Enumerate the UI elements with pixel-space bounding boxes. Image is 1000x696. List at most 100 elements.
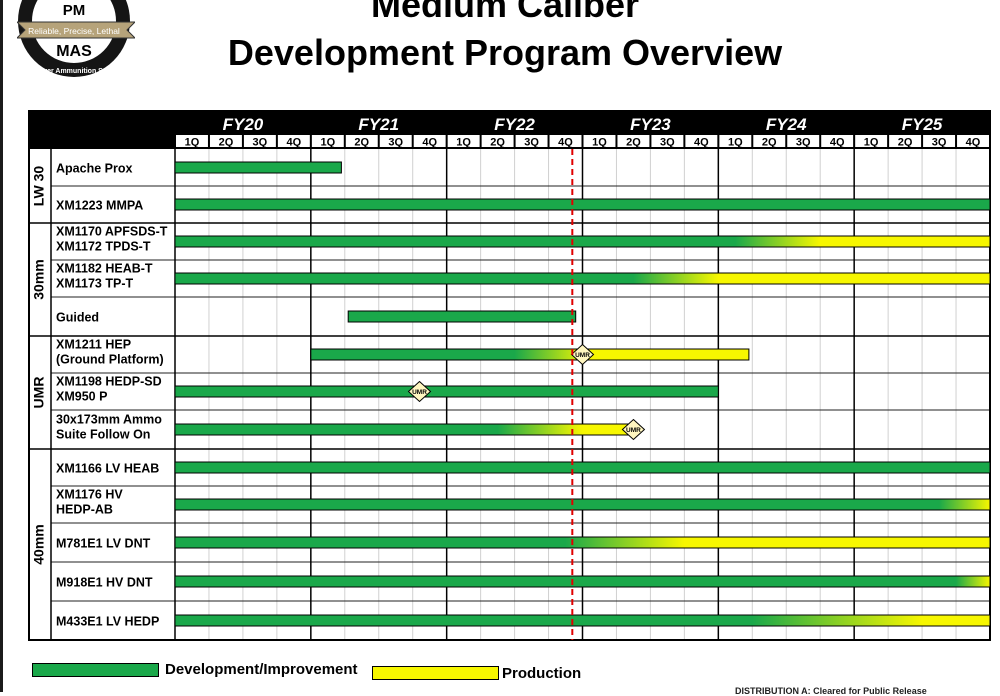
- quarter-label: 2Q: [762, 137, 777, 149]
- row-label: Suite Follow On: [56, 428, 150, 442]
- quarter-label: 3Q: [660, 137, 675, 149]
- program-bar: [174, 575, 991, 588]
- quarter-cell: [651, 135, 684, 147]
- fy-label: FY22: [494, 115, 535, 134]
- title-line-2: Development Program Overview: [227, 32, 783, 73]
- row-label: M781E1 LV DNT: [56, 537, 151, 551]
- quarter-label: 1Q: [185, 137, 200, 149]
- milestone-label: UMR: [575, 352, 590, 359]
- quarter-label: 4Q: [694, 137, 709, 149]
- row-label: XM1211 HEP: [56, 338, 131, 352]
- row-label: M918E1 HV DNT: [56, 576, 153, 590]
- pm-mas-logo: PM Reliable, Precise, Lethal MAS Maneuve…: [17, 0, 135, 77]
- quarter-cell: [243, 135, 276, 147]
- row-label: XM1166 LV HEAB: [56, 462, 159, 476]
- row-label: 30x173mm Ammo: [56, 413, 162, 427]
- quarter-label: 2Q: [219, 137, 234, 149]
- fy-label: FY20: [223, 115, 264, 134]
- quarter-label: 3Q: [932, 137, 947, 149]
- program-bar: [174, 385, 719, 398]
- quarter-label: 3Q: [253, 137, 268, 149]
- quarter-label: 4Q: [558, 137, 573, 149]
- program-bar: [174, 235, 991, 248]
- milestone-diamond: [407, 380, 432, 403]
- row-label: XM1182 HEAB-T: [56, 262, 153, 276]
- quarter-cell: [209, 135, 242, 147]
- group-label: 30mm: [31, 259, 47, 299]
- title-line-1: Medium Caliber: [370, 0, 640, 25]
- quarter-cell: [889, 135, 922, 147]
- legend-production-swatch: [372, 666, 499, 680]
- row-label: XM1198 HEDP-SD: [56, 375, 162, 389]
- svg-text:PM: PM: [63, 2, 86, 19]
- milestone-label: UMR: [626, 427, 641, 434]
- quarter-cell: [855, 135, 888, 147]
- legend-development-label: Development/Improvement: [165, 661, 358, 678]
- program-bar: [174, 161, 342, 174]
- row-label: M433E1 LV HEDP: [56, 615, 159, 629]
- quarter-cell: [753, 135, 786, 147]
- quarter-label: 4Q: [287, 137, 302, 149]
- row-label: Guided: [56, 311, 99, 325]
- program-bar: [310, 348, 750, 361]
- group-label: 40mm: [31, 524, 47, 564]
- quarter-cell: [413, 135, 446, 147]
- row-label: XM950 P: [56, 390, 107, 404]
- milestone-label: UMR: [412, 389, 427, 396]
- quarter-label: 2Q: [626, 137, 641, 149]
- distribution-note: DISTRIBUTION A: Cleared for Public Relea…: [735, 686, 927, 696]
- chart-background: [29, 111, 990, 640]
- svg-text:Reliable, Precise, Lethal: Reliable, Precise, Lethal: [28, 26, 120, 36]
- row-label: XM1176 HV: [56, 488, 123, 502]
- row-label: XM1223 MMPA: [56, 199, 143, 213]
- svg-text:MAS: MAS: [56, 43, 92, 60]
- quarter-cell: [787, 135, 820, 147]
- milestone-diamond: [570, 343, 595, 366]
- quarter-cell: [515, 135, 548, 147]
- quarter-label: 1Q: [320, 137, 335, 149]
- quarter-cell: [447, 135, 480, 147]
- quarter-label: 4Q: [966, 137, 981, 149]
- program-bar: [347, 310, 577, 323]
- quarter-cell: [923, 135, 956, 147]
- group-label: UMR: [31, 377, 47, 409]
- fy-label: FY21: [358, 115, 399, 134]
- quarter-cell: [617, 135, 650, 147]
- quarter-cell: [481, 135, 514, 147]
- quarter-cell: [719, 135, 752, 147]
- left-edge-bar: [0, 0, 3, 692]
- quarter-label: 1Q: [456, 137, 471, 149]
- fy-label: FY25: [902, 115, 943, 134]
- quarter-cell: [379, 135, 412, 147]
- quarter-cell: [549, 135, 582, 147]
- row-label: Apache Prox: [56, 162, 132, 176]
- quarter-cell: [176, 135, 208, 147]
- fy-label: FY24: [766, 115, 807, 134]
- quarter-label: 4Q: [422, 137, 437, 149]
- quarter-label: 4Q: [830, 137, 845, 149]
- quarter-label: 3Q: [388, 137, 403, 149]
- program-bar: [174, 536, 991, 549]
- quarter-label: 3Q: [524, 137, 539, 149]
- program-bar: [174, 498, 991, 511]
- program-bar: [174, 423, 634, 436]
- quarter-label: 3Q: [796, 137, 811, 149]
- group-label: LW 30: [31, 166, 47, 207]
- quarter-label: 1Q: [728, 137, 743, 149]
- quarter-label: 2Q: [354, 137, 369, 149]
- quarter-cell: [345, 135, 378, 147]
- quarter-cell: [277, 135, 310, 147]
- program-bar: [174, 198, 991, 211]
- quarter-cell: [957, 135, 989, 147]
- legend-production-label: Production: [502, 665, 582, 682]
- quarter-cell: [685, 135, 718, 147]
- quarter-label: 1Q: [592, 137, 607, 149]
- program-bar: [174, 461, 991, 474]
- quarter-cell: [583, 135, 616, 147]
- quarter-cell: [821, 135, 854, 147]
- legend-development-swatch: [32, 663, 159, 677]
- row-label: XM1172 TPDS-T: [56, 240, 151, 254]
- row-label: XM1173 TP-T: [56, 277, 133, 291]
- chart-border: [28, 110, 991, 641]
